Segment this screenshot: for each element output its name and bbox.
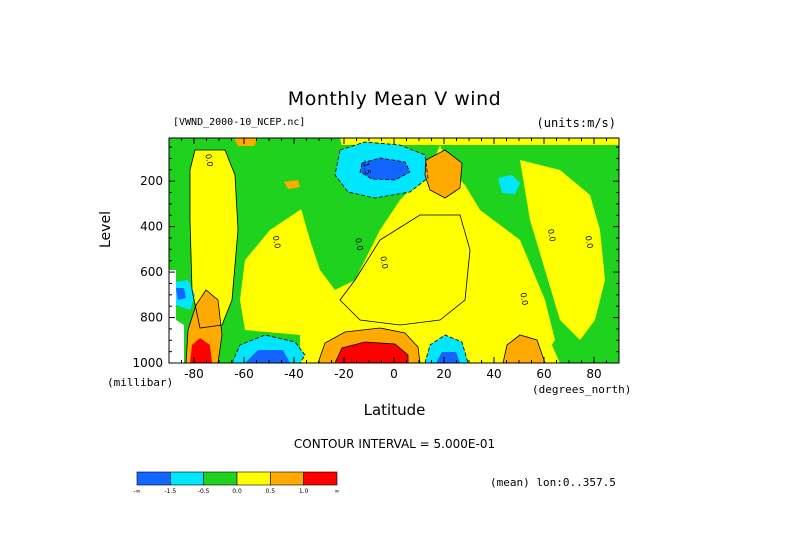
- contour-line-5: [231, 334, 306, 364]
- contour-label: 0.0: [203, 153, 214, 167]
- colorbar-label: -0.5: [198, 488, 210, 495]
- fill-yellow-center: [340, 215, 470, 325]
- colorbar-swatch: [136, 471, 171, 486]
- y-axis-unit: (millibar): [107, 376, 174, 389]
- mean-longitude-note: (mean) lon:0..357.5: [490, 476, 616, 489]
- fill-cyan-left-edge: [176, 280, 195, 310]
- fill-orange-small: [284, 180, 300, 189]
- fill-yellow-east-strip: [465, 210, 555, 363]
- y-tick-label: 200: [140, 174, 163, 188]
- colorbar-label: -∞: [133, 488, 140, 495]
- contour-line-6: [424, 334, 469, 364]
- fill-orange-bottom-right: [503, 335, 545, 363]
- contour-labels: 0.0 0.0 0.0 0.0 0.0 0.0 0.0 -1.5: [203, 153, 594, 306]
- contour-line-8: [502, 334, 546, 364]
- axis-ticks: [168, 138, 620, 364]
- x-tick-label: 60: [536, 367, 551, 381]
- contour-line-4: [334, 341, 409, 364]
- fill-blue-bottom-mid: [436, 352, 460, 363]
- x-tick-label: -60: [234, 367, 254, 381]
- colorbar: -∞ -1.5 -0.5 0.0 0.5 1.0 ∞: [133, 471, 340, 495]
- colorbar-swatch: [203, 471, 238, 486]
- x-tick-labels: -80 -60 -40 -20 0 20 40 60 80: [184, 367, 601, 381]
- y-axis-label: Level: [98, 211, 114, 248]
- contour-label: 0.0: [583, 235, 594, 249]
- x-tick-label: 20: [436, 367, 451, 381]
- x-tick-label: -80: [184, 367, 204, 381]
- x-axis-label: Latitude: [363, 401, 426, 419]
- fill-blue-left-edge: [176, 288, 186, 300]
- fill-red-bottom-left: [190, 338, 212, 363]
- y-tick-label: 800: [140, 311, 163, 325]
- contour-line-9: [189, 149, 239, 329]
- x-tick-label: 80: [586, 367, 601, 381]
- colorbar-label: 0.5: [266, 488, 276, 495]
- colorbar-label: 1.0: [299, 488, 309, 495]
- fill-blue-upper: [360, 158, 410, 180]
- x-tick-label: -20: [334, 367, 354, 381]
- colorbar-label: ∞: [335, 488, 340, 495]
- y-tick-label: 1000: [132, 356, 163, 370]
- colorbar-label: -1.5: [164, 488, 176, 495]
- dataset-label: [VWND_2000-10_NCEP.nc]: [173, 117, 306, 128]
- x-tick-label: -40: [284, 367, 304, 381]
- fill-cyan-bottom-left: [232, 335, 305, 363]
- contour-interval-note: CONTOUR INTERVAL = 5.000E-01: [293, 437, 496, 451]
- contour-label: 0.0: [271, 235, 282, 249]
- x-tick-label: 0: [390, 367, 398, 381]
- colorbar-swatch: [303, 471, 338, 486]
- contour-label: 0.0: [518, 292, 529, 306]
- contour-line-0: [334, 141, 429, 199]
- colorbar-swatch: [270, 471, 304, 486]
- units-label: (units:m/s): [536, 116, 616, 130]
- fill-missing-data: [169, 270, 184, 363]
- x-axis-unit: (degrees_north): [532, 383, 632, 396]
- y-tick-label: 400: [140, 220, 163, 234]
- fill-yellow-east-band: [520, 160, 605, 340]
- colorbar-swatch: [170, 471, 204, 486]
- chart-title: Monthly Mean V wind: [287, 88, 502, 110]
- fill-orange-upper-mid: [425, 150, 462, 198]
- contour-line-10: [339, 214, 471, 326]
- y-tick-labels: 200 400 600 800 1000: [132, 174, 163, 370]
- fill-orange-top-left: [234, 138, 258, 146]
- contour-label: 0.0: [546, 228, 557, 242]
- contour-fills: [169, 138, 619, 363]
- y-tick-label: 600: [140, 265, 163, 279]
- contour-line-7: [185, 289, 223, 364]
- contour-label: 0.0: [353, 237, 364, 251]
- fill-blue-bottom-left: [245, 350, 290, 363]
- colorbar-swatch: [236, 471, 271, 486]
- contour-line-2: [424, 149, 463, 199]
- colorbar-label: 0.0: [232, 488, 242, 495]
- contour-line-1: [359, 157, 411, 181]
- contour-label: 0.0: [378, 256, 389, 270]
- contour-lines: [185, 141, 546, 364]
- x-tick-label: 40: [486, 367, 501, 381]
- contour-line-3: [317, 327, 421, 364]
- contour-label: -1.5: [361, 159, 373, 176]
- fill-yellow-west-strip: [190, 150, 238, 328]
- fill-red-bottom-center: [335, 342, 408, 363]
- fill-cyan-right: [498, 175, 520, 194]
